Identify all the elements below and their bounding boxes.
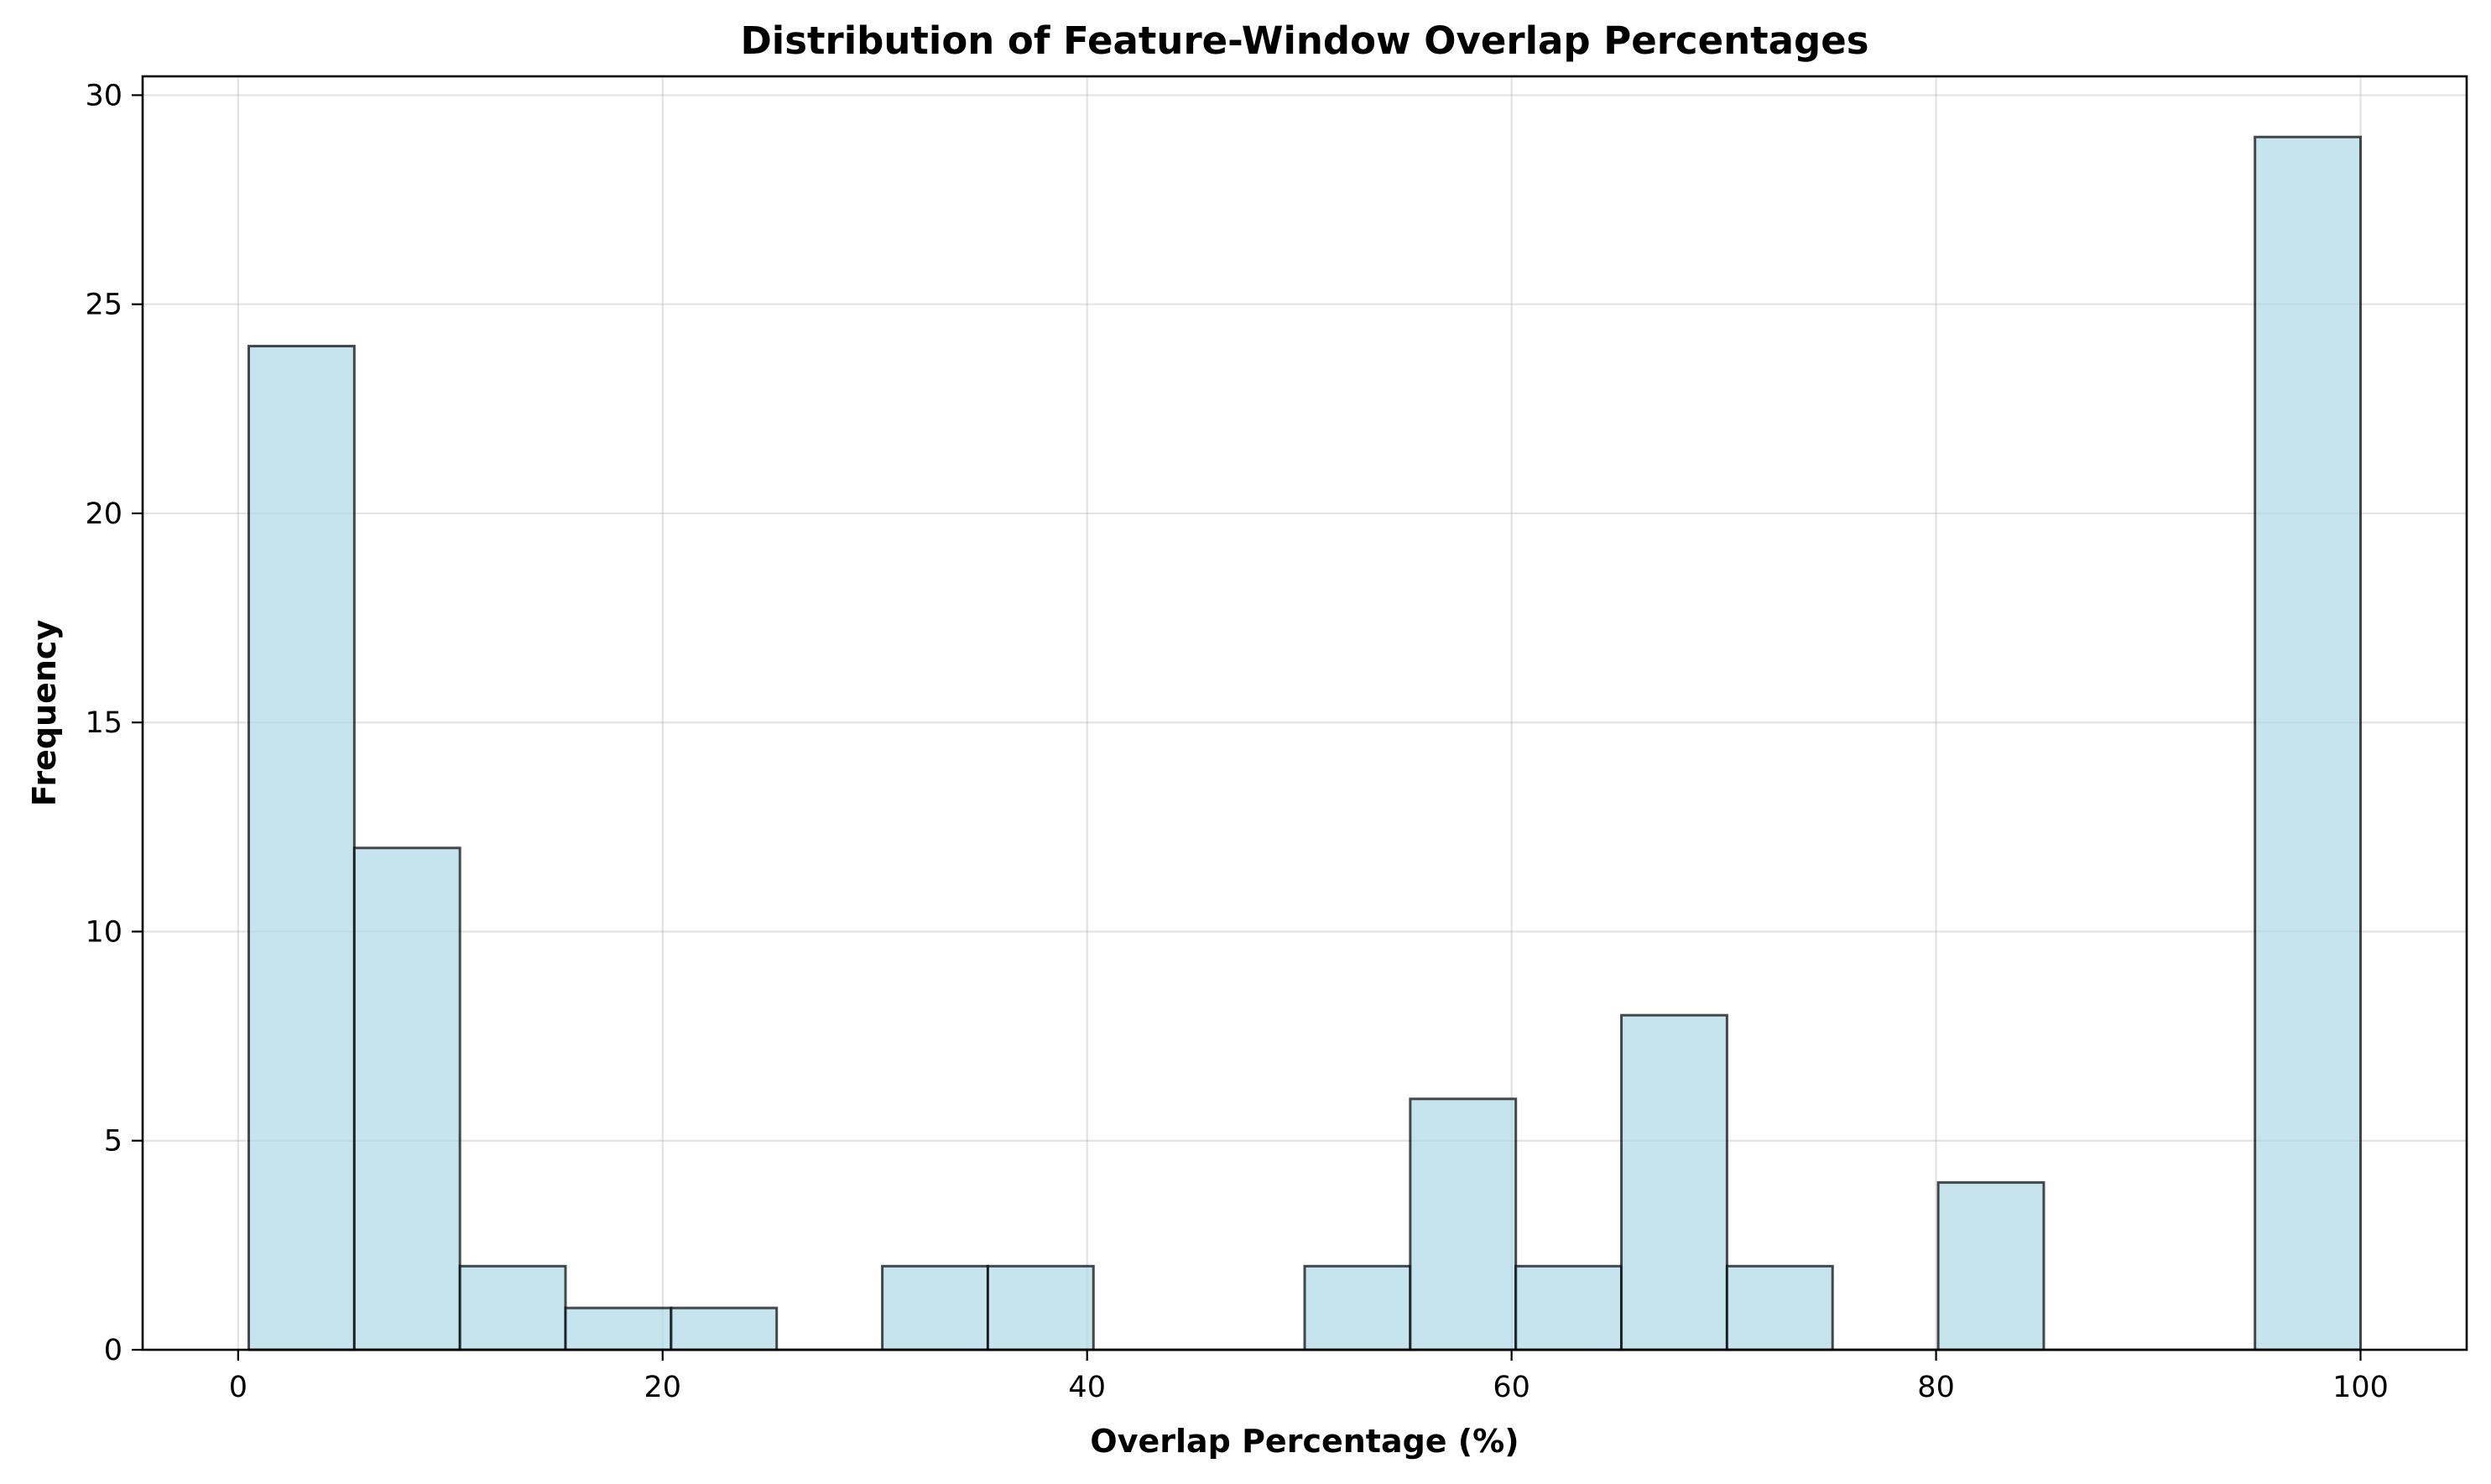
histogram-bar <box>986 1264 1095 1351</box>
histogram-bar <box>1303 1264 1412 1351</box>
y-axis-ticks: 0 5 10 15 20 25 30 <box>85 79 143 1367</box>
histogram-bar <box>1936 1181 2045 1351</box>
histogram-bar <box>1514 1264 1623 1351</box>
y-tick-label: 0 <box>104 1334 122 1367</box>
chart-title: Distribution of Feature-Window Overlap P… <box>740 18 1868 63</box>
x-tick-label: 40 <box>1068 1371 1106 1404</box>
histogram-bar <box>1409 1097 1518 1351</box>
histogram-bar <box>564 1306 673 1351</box>
histogram-bar <box>881 1264 989 1351</box>
histogram-bar <box>2254 135 2363 1351</box>
histogram-bars <box>247 135 2363 1351</box>
y-tick-label: 10 <box>85 915 122 949</box>
histogram-bar <box>670 1306 779 1351</box>
x-tick-label: 100 <box>2332 1371 2389 1404</box>
y-tick-label: 15 <box>85 706 122 740</box>
y-tick-label: 25 <box>85 289 122 322</box>
y-tick-label: 20 <box>85 497 122 531</box>
y-tick-label: 5 <box>104 1125 122 1159</box>
histogram-bar <box>352 846 461 1351</box>
x-axis-label: Overlap Percentage (%) <box>1090 1423 1519 1460</box>
x-tick-label: 20 <box>644 1371 681 1404</box>
histogram-bar <box>1620 1013 1728 1351</box>
x-tick-label: 60 <box>1493 1371 1530 1404</box>
histogram-bar <box>247 345 356 1351</box>
histogram-bar <box>1725 1264 1834 1351</box>
plot-frame <box>141 75 2468 1351</box>
x-axis-ticks: 0 20 40 60 80 100 <box>229 1350 2389 1404</box>
y-tick-label: 30 <box>85 79 122 112</box>
y-axis-label: Frequency <box>26 620 63 807</box>
histogram-bar <box>458 1264 567 1351</box>
x-tick-label: 80 <box>1917 1371 1955 1404</box>
x-tick-label: 0 <box>229 1371 248 1404</box>
